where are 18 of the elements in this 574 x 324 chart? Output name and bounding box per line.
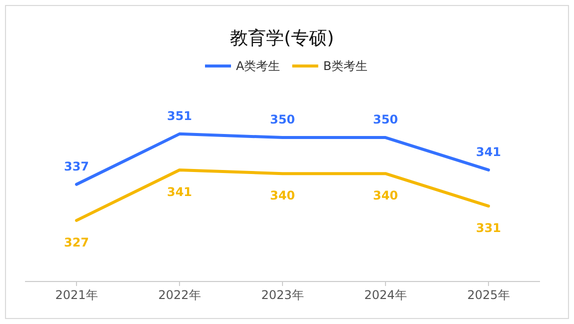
legend-label: A类考生 — [236, 59, 280, 73]
data-label: 350 — [372, 112, 398, 127]
data-label: 331 — [476, 221, 502, 236]
data-label: 341 — [166, 184, 192, 199]
data-label: 337 — [64, 159, 90, 174]
data-label: 351 — [166, 108, 192, 123]
x-tick-label: 2024年 — [364, 288, 407, 302]
x-tick-label: 2025年 — [467, 288, 510, 302]
data-label: 340 — [372, 188, 398, 203]
x-tick-label: 2022年 — [158, 288, 201, 302]
x-tick-label: 2021年 — [55, 288, 98, 302]
data-label: 350 — [270, 112, 296, 127]
data-label: 340 — [270, 188, 296, 203]
x-tick-label: 2023年 — [261, 288, 304, 302]
legend-label: B类考生 — [323, 59, 368, 73]
data-label: 327 — [64, 235, 90, 250]
chart-title: 教育学(专硕) — [230, 28, 334, 49]
data-label: 341 — [476, 144, 502, 159]
